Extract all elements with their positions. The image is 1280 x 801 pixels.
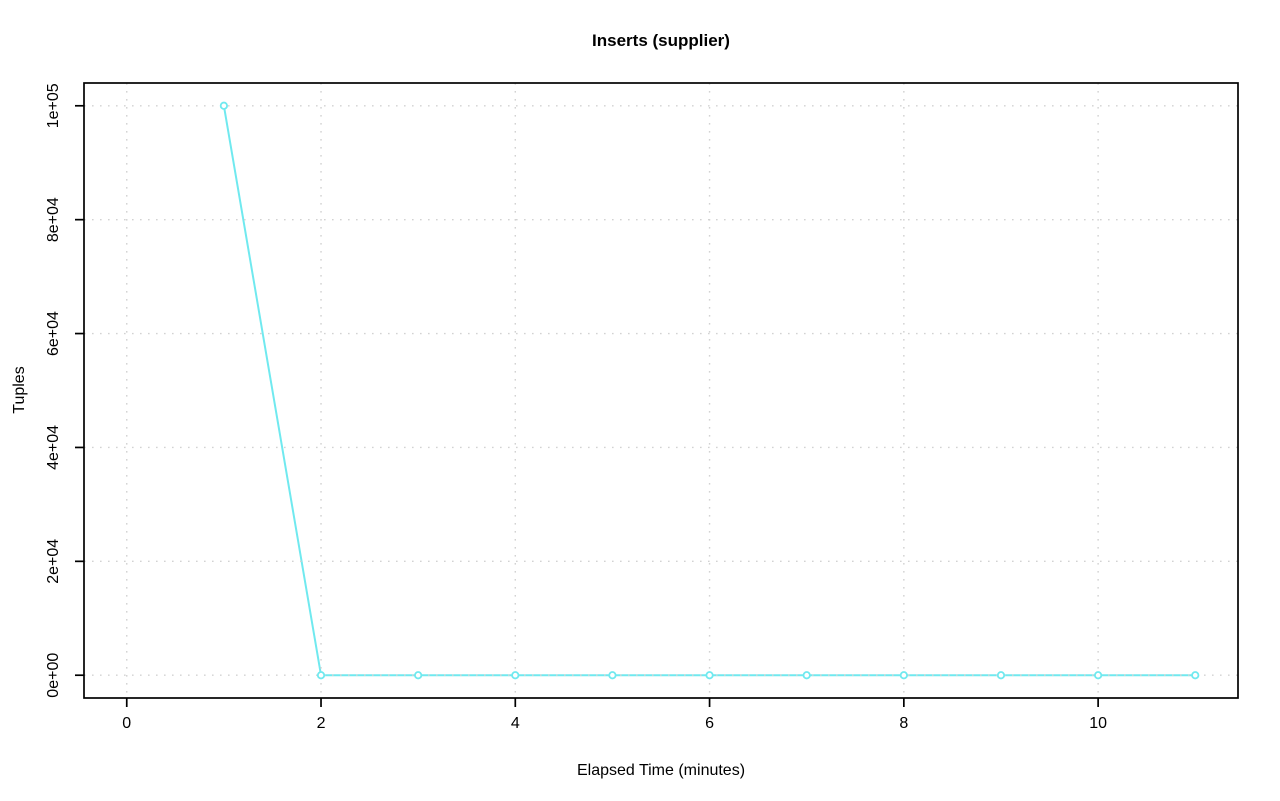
- y-tick-label: 1e+05: [45, 83, 62, 128]
- y-tick-label: 2e+04: [45, 539, 62, 584]
- y-tick-label: 6e+04: [45, 311, 62, 356]
- data-point-marker: [316, 671, 326, 680]
- x-axis-title: Elapsed Time (minutes): [576, 762, 746, 779]
- y-tick-label: 0e+00: [45, 653, 62, 698]
- x-tick-label: 10: [1089, 715, 1107, 732]
- x-tick-label: 8: [899, 715, 908, 732]
- chart-title: Inserts (supplier): [592, 31, 730, 50]
- data-point-marker: [608, 671, 617, 680]
- data-point-marker: [1191, 671, 1200, 680]
- series-line: [222, 104, 1197, 677]
- data-point-marker: [511, 671, 520, 680]
- data-point-marker: [414, 671, 423, 680]
- data-point-marker: [899, 671, 908, 680]
- data-point-marker: [219, 101, 228, 110]
- y-axis-title: Tuples: [11, 366, 28, 414]
- x-tick-label: 0: [122, 715, 131, 732]
- x-tick-label: 2: [317, 715, 326, 732]
- plot-border: [83, 82, 1239, 699]
- data-point-marker: [1094, 671, 1103, 680]
- x-tick-label: 4: [511, 715, 520, 732]
- x-tick-label: 6: [705, 715, 714, 732]
- data-point-marker: [802, 671, 811, 680]
- data-point-marker: [705, 671, 714, 680]
- data-point-marker: [996, 671, 1006, 680]
- y-tick-label: 4e+04: [45, 425, 62, 470]
- y-tick-label: 8e+04: [45, 197, 62, 242]
